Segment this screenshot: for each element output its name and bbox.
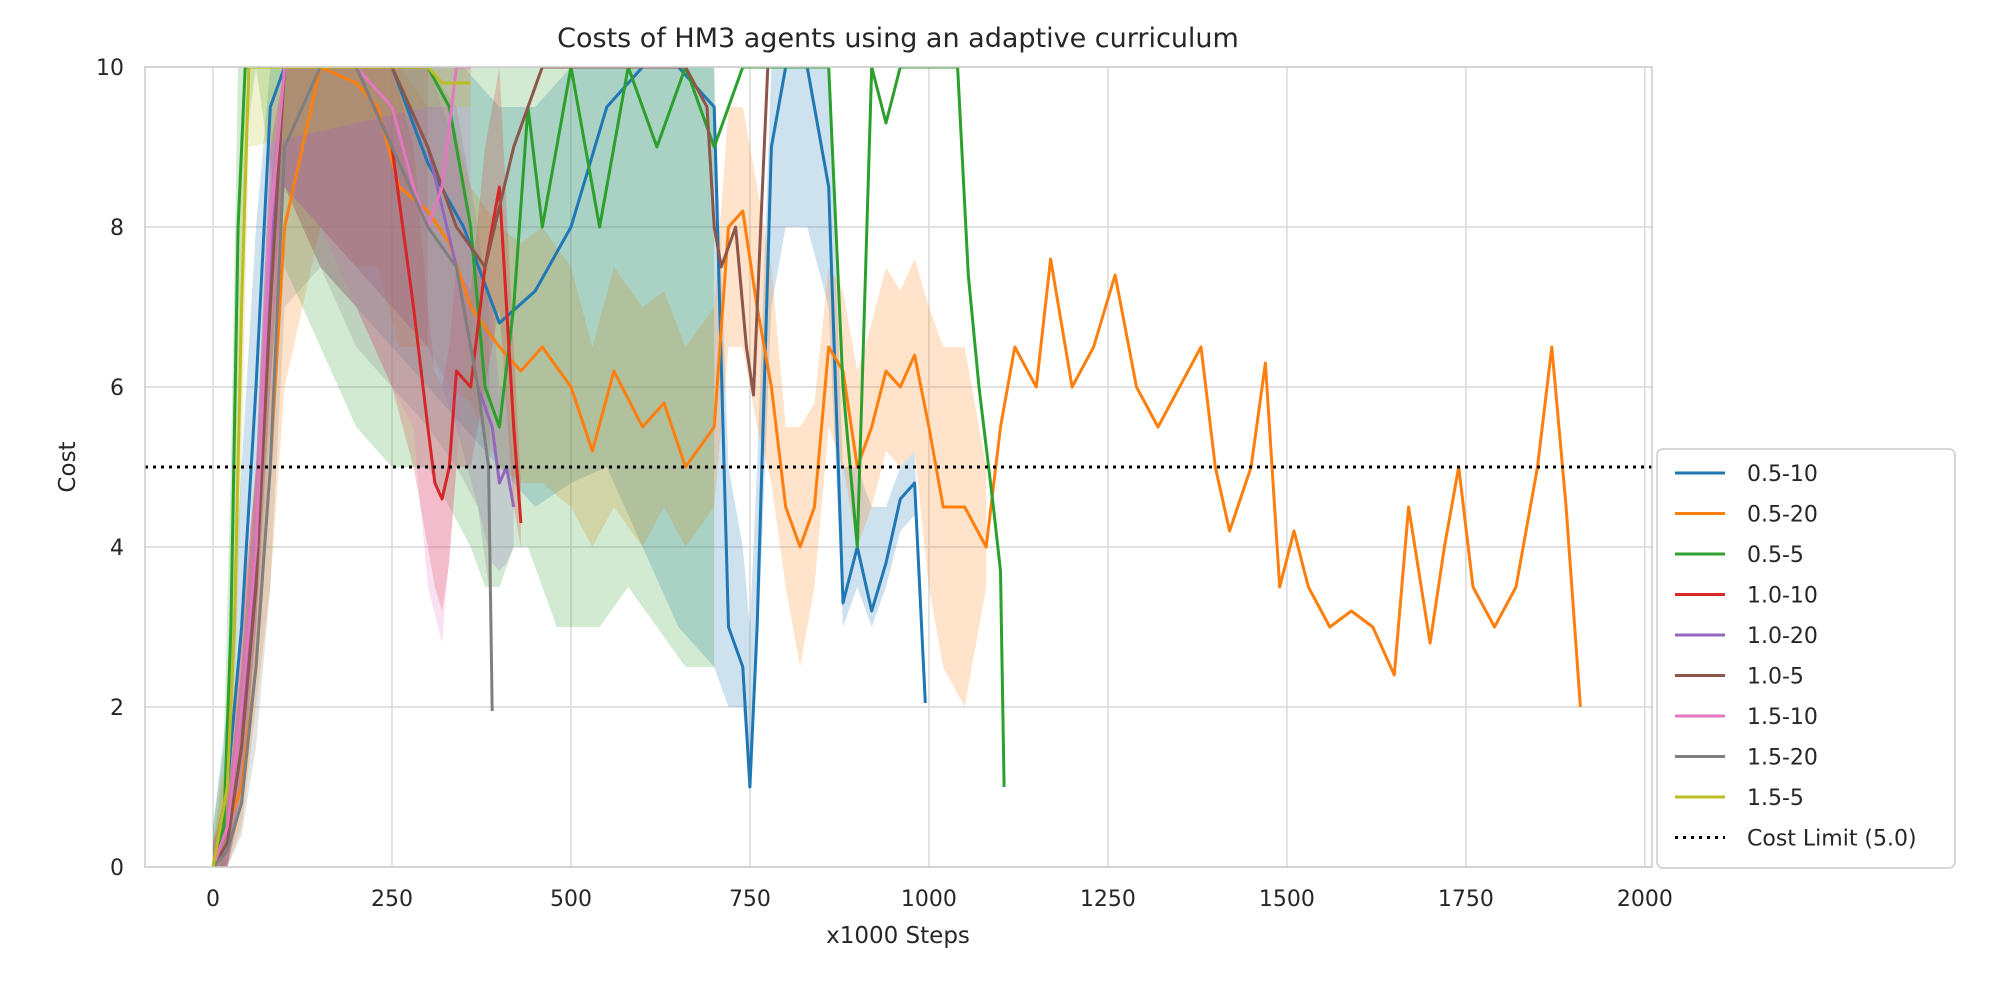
plot-frame	[144, 66, 1653, 868]
x-axis-title: x1000 Steps	[826, 923, 970, 949]
x-axis-ticks: 0 250 500 750 1000 1250 1500 1750 2000	[206, 887, 1673, 912]
x-tick-label: 750	[729, 887, 771, 912]
legend-label: 1.5-5	[1747, 786, 1804, 811]
series-line-1.5-20	[211, 67, 494, 867]
y-axis-ticks: 0 2 4 6 8 10	[96, 56, 124, 881]
x-tick-label: 2000	[1617, 887, 1673, 912]
series-lines	[211, 67, 1582, 867]
legend-label: 1.0-20	[1747, 624, 1818, 649]
x-tick-label: 1000	[901, 887, 957, 912]
series-line-0.5-20	[211, 67, 1582, 867]
x-tick-label: 0	[206, 887, 220, 912]
x-tick-label: 1250	[1080, 887, 1136, 912]
y-tick-label: 6	[110, 376, 124, 401]
y-tick-label: 4	[110, 536, 124, 561]
legend-label: Cost Limit (5.0)	[1747, 827, 1917, 852]
legend-label: 0.5-20	[1747, 503, 1818, 528]
legend-label: 0.5-10	[1747, 462, 1818, 487]
series-band-0.5-20	[213, 67, 987, 867]
legend-label: 1.5-10	[1747, 705, 1818, 730]
chart-title: Costs of HM3 agents using an adaptive cu…	[557, 23, 1239, 54]
series-band-1.0-20	[213, 67, 514, 867]
y-tick-label: 10	[96, 56, 124, 81]
series-band-1.0-5	[213, 67, 428, 867]
legend-label: 1.0-10	[1747, 584, 1818, 609]
series-line-1.5-10	[211, 67, 471, 867]
legend-label: 1.0-5	[1747, 665, 1804, 690]
legend-box	[1656, 448, 1956, 869]
y-axis-title: Cost	[55, 441, 81, 492]
series-band-1.5-10	[213, 67, 471, 867]
legend: 0.5-10 0.5-20 0.5-5 1.0-10 1.0-20 1.0-5 1.5-10…	[1656, 448, 1956, 869]
x-tick-label: 1500	[1259, 887, 1315, 912]
legend-label: 0.5-5	[1747, 543, 1804, 568]
y-tick-label: 8	[110, 216, 124, 241]
series-line-0.5-10	[211, 67, 927, 867]
series-line-1.0-20	[211, 67, 516, 867]
legend-label: 1.5-20	[1747, 746, 1818, 771]
series-line-1.5-5	[211, 67, 471, 867]
series-band-0.5-5	[213, 67, 715, 867]
y-tick-label: 2	[110, 696, 124, 721]
series-line-1.0-5	[211, 67, 770, 867]
x-tick-label: 500	[550, 887, 592, 912]
y-tick-label: 0	[110, 856, 124, 881]
x-tick-label: 250	[371, 887, 413, 912]
x-tick-label: 1750	[1438, 887, 1494, 912]
